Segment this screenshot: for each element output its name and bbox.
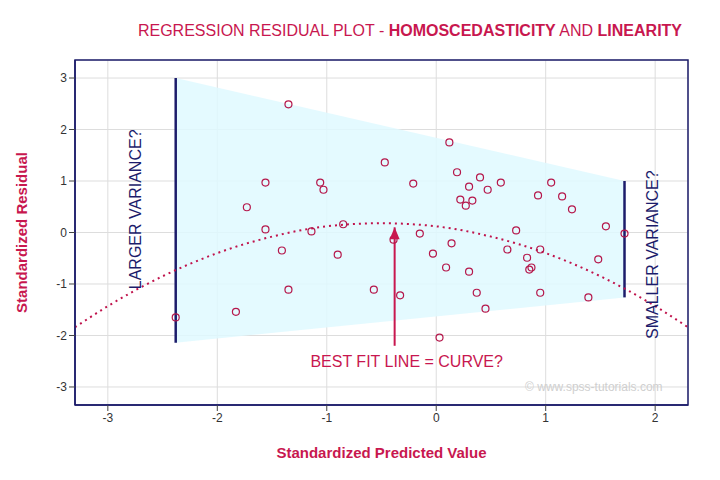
- svg-text:Standardized Residual: Standardized Residual: [13, 152, 30, 313]
- svg-text:BEST FIT LINE = CURVE?: BEST FIT LINE = CURVE?: [310, 353, 503, 370]
- svg-text:2: 2: [652, 411, 659, 425]
- svg-text:0: 0: [60, 226, 67, 240]
- svg-text:3: 3: [60, 71, 67, 85]
- svg-text:-1: -1: [321, 411, 332, 425]
- svg-text:2: 2: [60, 123, 67, 137]
- svg-text:-2: -2: [56, 329, 67, 343]
- svg-text:Standardized Predicted Value: Standardized Predicted Value: [276, 444, 486, 461]
- svg-text:-3: -3: [103, 411, 114, 425]
- svg-text:-3: -3: [56, 380, 67, 394]
- svg-text:0: 0: [433, 411, 440, 425]
- svg-text:© www.spss-tutorials.com: © www.spss-tutorials.com: [525, 380, 663, 394]
- svg-text:1: 1: [60, 174, 67, 188]
- svg-text:1: 1: [542, 411, 549, 425]
- html-text:REGRESSION RESIDUAL PLOT - HOM: REGRESSION RESIDUAL PLOT - HOMOSCEDASTIC…: [137, 22, 682, 39]
- svg-text:-2: -2: [212, 411, 223, 425]
- svg-text:SMALLER VARIANCE?: SMALLER VARIANCE?: [644, 170, 661, 339]
- svg-text:LARGER VARIANCE?: LARGER VARIANCE?: [127, 129, 144, 289]
- svg-text:-1: -1: [56, 277, 67, 291]
